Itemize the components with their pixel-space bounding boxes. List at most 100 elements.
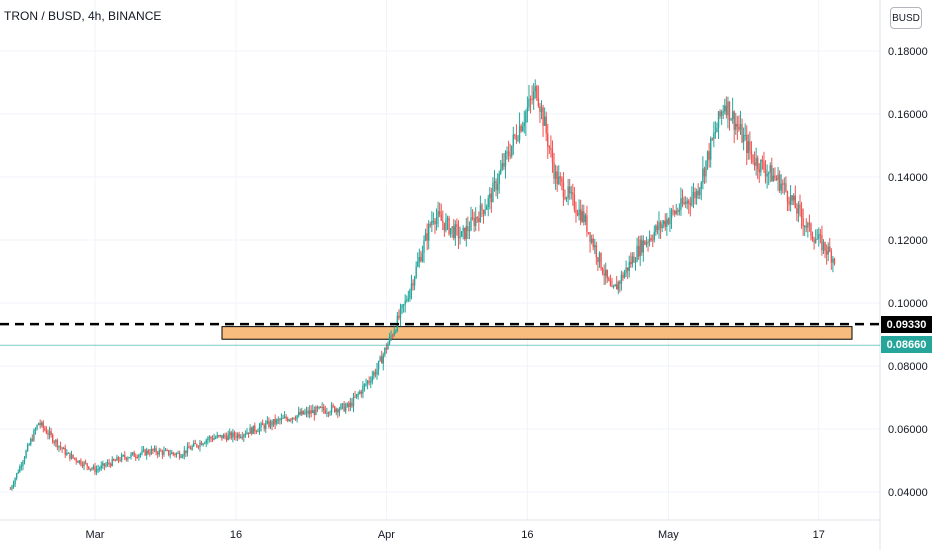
candle-body (415, 266, 417, 278)
candle-body (139, 453, 142, 455)
time-axis[interactable]: Mar16Apr16May17Jun16Jul16Aug16 (86, 529, 932, 541)
candle-body (296, 415, 298, 420)
candle-body (733, 111, 735, 130)
candle-body (517, 139, 519, 141)
candle-body (41, 422, 43, 426)
candle-body (410, 283, 413, 291)
candle-body (757, 157, 759, 170)
candle-body (210, 436, 212, 439)
candle-body (570, 192, 572, 194)
candle-body (515, 135, 518, 141)
candle-body (659, 222, 662, 229)
candle-body (653, 232, 655, 240)
candle-body (489, 193, 491, 199)
candle-body (684, 202, 687, 204)
candle-body (711, 138, 713, 140)
candle-body (28, 444, 30, 446)
candle-body (313, 410, 316, 416)
candle-body (133, 452, 135, 457)
candle-body (287, 418, 289, 421)
candle-body (122, 455, 124, 457)
candle-body (124, 455, 126, 458)
candle-body (326, 412, 328, 414)
candle-body (418, 256, 420, 262)
candle-body (423, 240, 425, 253)
candle-body (401, 304, 403, 308)
candle-body (216, 435, 218, 438)
candle-body (155, 448, 157, 453)
candle-body (609, 280, 612, 286)
price-tick-label: 0.04000 (888, 487, 928, 499)
candle-body (448, 218, 450, 235)
candle-body (808, 223, 811, 225)
candle-body (504, 152, 507, 167)
candle-body (142, 449, 145, 451)
candle-body (589, 232, 591, 243)
candle-body (694, 192, 696, 199)
candle-body (387, 343, 389, 350)
time-tick-label: 16 (230, 529, 242, 541)
candle-body (77, 461, 79, 463)
candle-body (631, 256, 634, 265)
candle-body (617, 281, 619, 290)
candle-body (584, 215, 587, 222)
candle-body (108, 462, 110, 465)
price-tick-label: 0.14000 (888, 172, 928, 184)
candle-body (116, 457, 118, 461)
candle-body (268, 421, 270, 427)
price-tick-label: 0.16000 (888, 109, 928, 121)
candle-body (706, 151, 709, 161)
candle-body (561, 178, 563, 182)
candle-body (48, 431, 51, 435)
candle-body (699, 188, 701, 196)
candle-body (113, 459, 115, 461)
candle-body (352, 396, 355, 407)
candle-body (166, 450, 168, 452)
candle-body (742, 135, 745, 143)
candle-body (616, 284, 618, 290)
candle-body (645, 241, 648, 245)
support-resistance-zone[interactable] (221, 326, 853, 340)
candle-body (467, 226, 469, 231)
candle-body (713, 133, 715, 140)
candle-body (664, 220, 666, 227)
candle-body (388, 336, 391, 344)
candle-body (78, 460, 81, 463)
candle-body (81, 464, 84, 467)
candle-body (329, 412, 331, 414)
candle-body (476, 217, 478, 219)
currency-button[interactable]: BUSD (890, 7, 922, 29)
price-tick-label: 0.10000 (888, 298, 928, 310)
candle-body (605, 269, 607, 276)
candle-body (496, 184, 499, 191)
candle-body (277, 419, 279, 421)
candle-body (69, 452, 71, 459)
candle-body (22, 461, 24, 467)
candle-body (421, 252, 424, 262)
candle-body (429, 224, 431, 226)
candle-body (509, 155, 511, 157)
candle-body (431, 220, 433, 226)
candle-body (636, 246, 638, 262)
candle-body (412, 283, 414, 286)
candle-body (238, 434, 240, 438)
price-tick-label: 0.12000 (888, 235, 928, 247)
candle-body (52, 434, 54, 443)
candle-body (633, 256, 635, 263)
candle-body (413, 277, 416, 286)
candle-body (305, 410, 308, 413)
candle-body (150, 449, 153, 454)
candle-body (72, 454, 74, 458)
price-tick-label: 0.08000 (888, 361, 928, 373)
candle-body (435, 217, 438, 225)
candle-body (810, 223, 812, 237)
candle-body (522, 126, 524, 132)
candle-body (102, 463, 104, 466)
candle-body (526, 107, 529, 113)
price-axis[interactable]: 0.04000 0.06000 0.08000 0.10000 0.12000 0.140… (888, 46, 928, 499)
candle-body (669, 217, 671, 225)
candle-body (830, 251, 833, 263)
candle-body (343, 403, 345, 412)
candle-body (460, 231, 463, 237)
